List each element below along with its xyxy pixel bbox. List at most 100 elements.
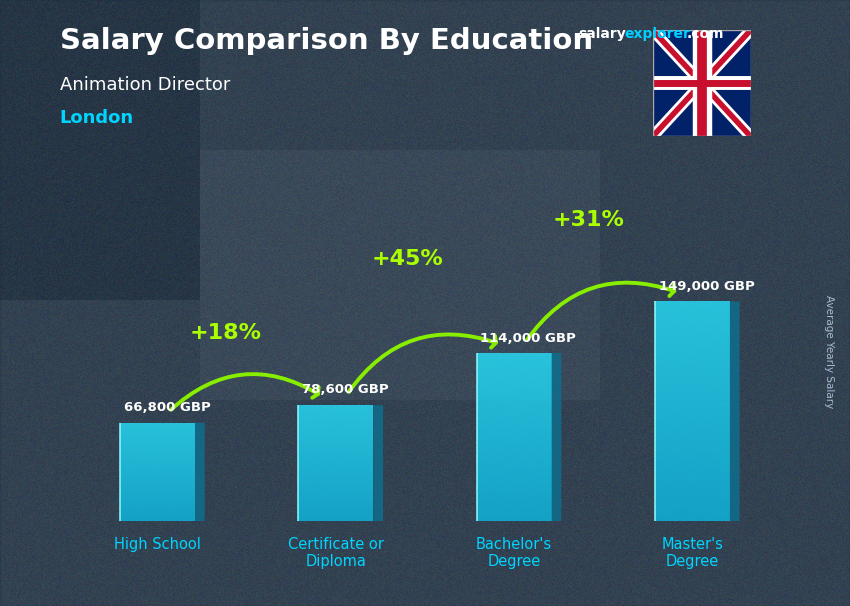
- Bar: [655, 510, 730, 513]
- Bar: [655, 425, 730, 428]
- Bar: [120, 488, 195, 489]
- Bar: [298, 505, 373, 507]
- Bar: [655, 414, 730, 417]
- Bar: [120, 446, 195, 447]
- Text: High School: High School: [114, 536, 201, 551]
- Bar: [298, 439, 373, 440]
- Bar: [477, 454, 552, 456]
- Bar: [298, 435, 373, 436]
- Bar: [477, 515, 552, 517]
- Bar: [298, 488, 373, 489]
- Bar: [298, 478, 373, 479]
- Bar: [298, 473, 373, 475]
- Bar: [477, 467, 552, 468]
- Bar: [120, 507, 195, 508]
- Bar: [120, 427, 195, 428]
- Bar: [298, 465, 373, 466]
- Bar: [477, 365, 552, 368]
- Bar: [120, 435, 195, 436]
- Bar: [477, 450, 552, 452]
- Bar: [477, 433, 552, 435]
- Bar: [120, 471, 195, 472]
- Bar: [655, 384, 730, 387]
- Bar: [298, 408, 373, 410]
- Bar: [655, 433, 730, 436]
- Bar: [477, 364, 552, 365]
- Bar: [655, 348, 730, 351]
- Bar: [298, 442, 373, 443]
- Bar: [655, 395, 730, 398]
- Bar: [477, 397, 552, 399]
- Bar: [120, 489, 195, 490]
- Text: explorer: explorer: [625, 27, 690, 41]
- Bar: [477, 517, 552, 519]
- Bar: [298, 485, 373, 487]
- Bar: [477, 427, 552, 428]
- Bar: [655, 518, 730, 521]
- Bar: [120, 514, 195, 515]
- Bar: [120, 473, 195, 474]
- Bar: [655, 337, 730, 340]
- Bar: [655, 436, 730, 439]
- Bar: [298, 410, 373, 411]
- Bar: [655, 340, 730, 342]
- Bar: [477, 462, 552, 464]
- Bar: [298, 436, 373, 437]
- Bar: [477, 362, 552, 364]
- Bar: [298, 416, 373, 417]
- Bar: [655, 494, 730, 496]
- Bar: [477, 355, 552, 358]
- Bar: [120, 467, 195, 468]
- Bar: [477, 435, 552, 437]
- Bar: [655, 335, 730, 337]
- Text: Master's
Degree: Master's Degree: [661, 536, 723, 569]
- Bar: [477, 456, 552, 458]
- Bar: [298, 433, 373, 435]
- Bar: [298, 420, 373, 421]
- Bar: [655, 326, 730, 329]
- Text: 149,000 GBP: 149,000 GBP: [659, 280, 754, 293]
- Bar: [477, 448, 552, 450]
- Bar: [477, 401, 552, 404]
- Text: Salary Comparison By Education: Salary Comparison By Education: [60, 27, 592, 55]
- Bar: [298, 508, 373, 510]
- Bar: [655, 455, 730, 458]
- Bar: [120, 452, 195, 453]
- Bar: [655, 488, 730, 491]
- Bar: [120, 477, 195, 478]
- Bar: [655, 461, 730, 464]
- Bar: [298, 495, 373, 496]
- Bar: [477, 410, 552, 412]
- Bar: [477, 370, 552, 372]
- Bar: [477, 378, 552, 381]
- Bar: [298, 468, 373, 469]
- Bar: [120, 494, 195, 495]
- Bar: [477, 359, 552, 362]
- Bar: [655, 507, 730, 510]
- Bar: [120, 500, 195, 501]
- Bar: [655, 458, 730, 461]
- Bar: [298, 417, 373, 418]
- Bar: [120, 466, 195, 467]
- Bar: [477, 414, 552, 416]
- Bar: [655, 474, 730, 478]
- Bar: [477, 358, 552, 359]
- Bar: [655, 471, 730, 474]
- Bar: [120, 447, 195, 448]
- Bar: [298, 502, 373, 504]
- Bar: [298, 510, 373, 511]
- Bar: [298, 494, 373, 495]
- Bar: [655, 307, 730, 310]
- Bar: [655, 324, 730, 326]
- Bar: [120, 510, 195, 511]
- Bar: [655, 430, 730, 433]
- Bar: [298, 520, 373, 521]
- Bar: [477, 368, 552, 370]
- Bar: [477, 404, 552, 405]
- Bar: [298, 424, 373, 425]
- Bar: [477, 437, 552, 439]
- Bar: [120, 504, 195, 505]
- Bar: [655, 417, 730, 419]
- Bar: [477, 464, 552, 467]
- Text: .com: .com: [687, 27, 724, 41]
